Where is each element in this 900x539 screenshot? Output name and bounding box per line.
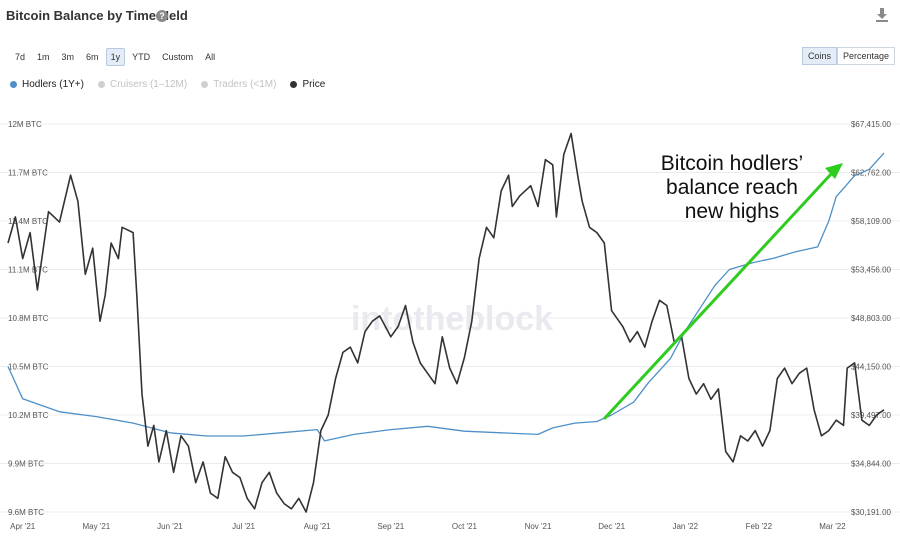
unit-toggle: Coins Percentage — [801, 47, 895, 65]
time-range-selector: 7d 1m 3m 6m 1y YTD Custom All — [10, 48, 220, 66]
annotation-text: balance reach — [666, 176, 798, 199]
y-left-tick-label: 10.2M BTC — [8, 411, 49, 420]
y-left-tick-label: 10.5M BTC — [8, 363, 49, 372]
range-button-6m[interactable]: 6m — [86, 52, 99, 62]
y-right-tick-label: $39,497.00 — [851, 411, 892, 420]
y-right-tick-label: $44,150.00 — [851, 363, 892, 372]
x-tick-label: Dec '21 — [598, 522, 625, 531]
legend-item[interactable]: Price — [290, 79, 325, 90]
x-tick-label: May '21 — [82, 522, 110, 531]
legend-dot-icon — [201, 81, 209, 88]
x-tick-label: Aug '21 — [304, 522, 331, 531]
x-tick-label: Oct '21 — [452, 522, 478, 531]
x-tick-label: Jun '21 — [157, 522, 183, 531]
legend-dot-icon — [290, 81, 298, 88]
y-left-tick-label: 11.7M BTC — [8, 169, 48, 178]
price-series-line — [7, 132, 885, 513]
hodlers-series-line — [7, 152, 885, 442]
range-button-custom[interactable]: Custom — [162, 52, 194, 62]
y-right-tick-label: $30,191.00 — [851, 508, 892, 517]
y-right-tick-label: $67,415.00 — [851, 120, 892, 129]
y-left-tick-label: 11.4M BTC — [8, 217, 48, 226]
x-tick-label: Apr '21 — [10, 522, 36, 531]
arrowhead-icon — [825, 163, 843, 179]
y-left-tick-label: 10.8M BTC — [8, 314, 49, 323]
x-tick-label: Nov '21 — [525, 522, 552, 531]
x-tick-label: Jan '22 — [672, 522, 698, 531]
legend-dot-icon — [10, 81, 17, 88]
legend-label: Price — [302, 79, 326, 90]
download-icon[interactable] — [875, 7, 889, 23]
legend-label: Hodlers (1Y+) — [22, 79, 84, 90]
x-tick-label: Sep '21 — [377, 522, 404, 531]
range-button-1m[interactable]: 1m — [37, 52, 50, 62]
y-left-tick-label: 11.1M BTC — [8, 266, 48, 275]
y-right-tick-label: $62,762.00 — [851, 169, 892, 178]
toggle-coins[interactable]: Coins — [801, 47, 837, 65]
y-right-tick-label: $58,109.00 — [851, 217, 892, 226]
range-button-ytd[interactable]: YTD — [132, 52, 151, 62]
range-button-all[interactable]: All — [205, 52, 216, 62]
y-left-tick-label: 9.6M BTC — [8, 508, 44, 517]
watermark: intotheblock — [351, 300, 553, 338]
range-button-3m[interactable]: 3m — [61, 52, 75, 62]
range-button-1y[interactable]: 1y — [105, 48, 126, 66]
range-button-7d[interactable]: 7d — [15, 52, 26, 62]
x-tick-label: Jul '21 — [232, 522, 255, 531]
help-icon[interactable]: ? — [156, 10, 168, 22]
legend-item[interactable]: Hodlers (1Y+) — [10, 79, 84, 90]
y-right-tick-label: $53,456.00 — [851, 266, 892, 275]
annotation-text: new highs — [685, 200, 780, 223]
y-right-tick-label: $48,803.00 — [851, 314, 892, 323]
chart-legend: Hodlers (1Y+) Cruisers (1–12M) Traders (<1… — [10, 79, 325, 90]
page-title: Bitcoin Balance by Time Held — [6, 8, 188, 23]
legend-item[interactable]: Traders (<1M) — [201, 79, 276, 90]
legend-item[interactable]: Cruisers (1–12M) — [97, 79, 188, 90]
y-right-tick-label: $34,844.00 — [851, 460, 892, 469]
x-tick-label: Mar '22 — [819, 522, 846, 531]
legend-dot-icon — [97, 81, 105, 88]
y-left-tick-label: 9.9M BTC — [8, 460, 44, 469]
toggle-percentage[interactable]: Percentage — [836, 47, 895, 65]
legend-label: Cruisers (1–12M) — [109, 79, 188, 90]
annotation-arrow — [602, 171, 834, 421]
annotation-text: Bitcoin hodlers’ — [661, 152, 803, 175]
x-tick-label: Feb '22 — [746, 522, 773, 531]
legend-label: Traders (<1M) — [213, 79, 277, 90]
y-left-tick-label: 12M BTC — [8, 120, 42, 129]
